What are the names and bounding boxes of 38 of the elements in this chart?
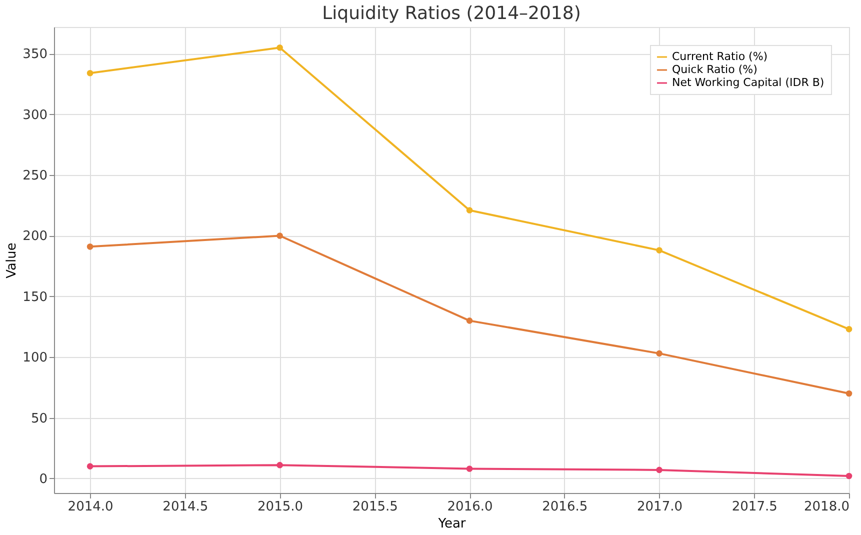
x-tick-label: 2015.0 bbox=[258, 500, 304, 514]
point bbox=[656, 247, 662, 254]
y-tick-label: 0 bbox=[39, 472, 48, 487]
legend-label: Current Ratio (%) bbox=[672, 50, 768, 63]
point bbox=[276, 44, 283, 51]
y-tick-label: 300 bbox=[22, 108, 48, 123]
x-tick-label: 2014.5 bbox=[162, 500, 208, 514]
y-tick-label: 100 bbox=[22, 350, 48, 366]
y-tick-label: 350 bbox=[22, 47, 48, 62]
point bbox=[846, 326, 852, 332]
x-tick-label: 2015.5 bbox=[352, 500, 398, 514]
x-tick-label: 2018.0 bbox=[804, 500, 850, 514]
x-tick-label: 2017.5 bbox=[732, 500, 778, 514]
point bbox=[86, 70, 94, 76]
point bbox=[466, 466, 473, 472]
x-tick-label: 2016.0 bbox=[447, 500, 493, 514]
point bbox=[466, 207, 473, 214]
y-axis-title: Value bbox=[4, 242, 20, 278]
x-axis-title: Year bbox=[437, 516, 466, 532]
point bbox=[466, 318, 473, 324]
point bbox=[656, 350, 662, 357]
point bbox=[656, 466, 662, 474]
x-tick-label: 2016.5 bbox=[542, 500, 588, 514]
x-tick-label: 2014.0 bbox=[68, 500, 114, 514]
y-tick-label: 250 bbox=[22, 168, 48, 184]
chart-title: Liquidity Ratios (2014–2018) bbox=[322, 3, 581, 24]
point bbox=[276, 462, 283, 468]
point bbox=[846, 390, 852, 397]
y-tick-label: 50 bbox=[30, 411, 48, 426]
legend-label: Net Working Capital (IDR B) bbox=[672, 76, 824, 89]
y-tick-label: 200 bbox=[22, 229, 48, 244]
point bbox=[276, 232, 283, 239]
point bbox=[86, 243, 94, 250]
point bbox=[846, 472, 852, 480]
x-tick-label: 2017.0 bbox=[637, 500, 683, 514]
point bbox=[86, 463, 94, 470]
y-tick-label: 150 bbox=[22, 290, 48, 305]
legend-label: Quick Ratio (%) bbox=[672, 63, 758, 76]
